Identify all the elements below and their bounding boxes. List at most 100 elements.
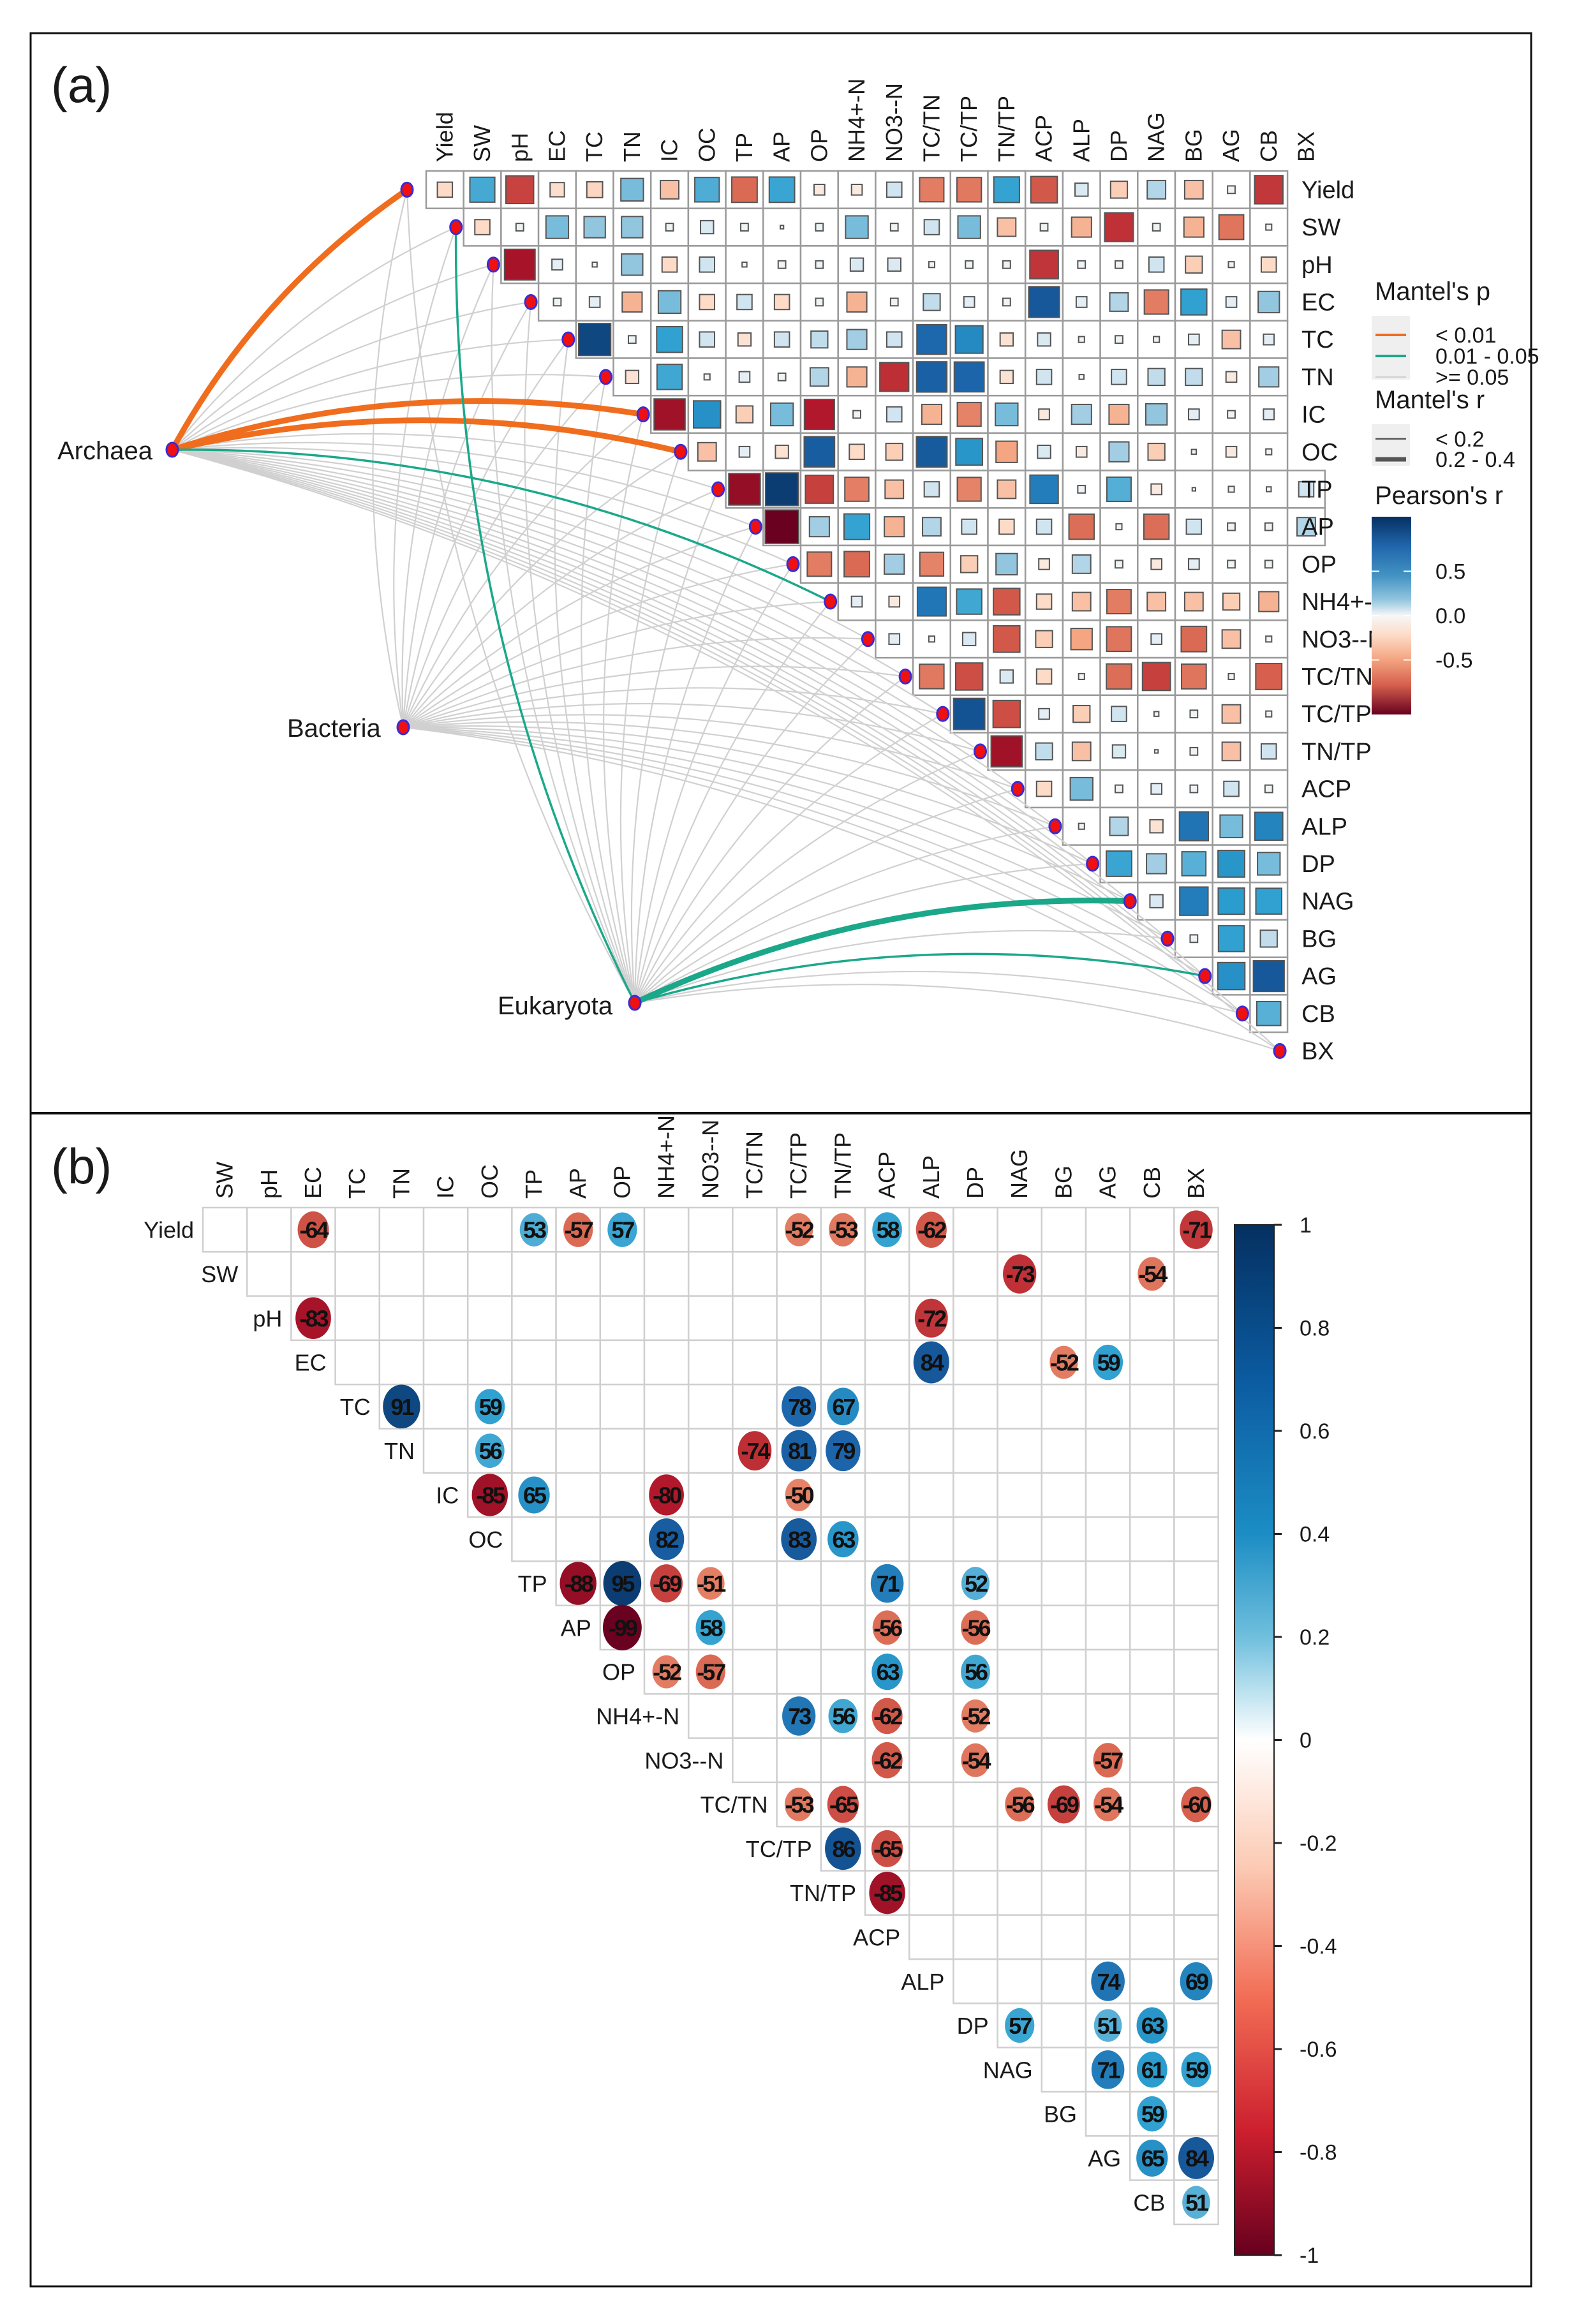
correlation-square xyxy=(886,331,903,348)
correlation-square xyxy=(1185,367,1203,387)
correlation-square xyxy=(1106,626,1132,653)
mantel-link-nonsignificant xyxy=(171,448,907,677)
correlation-square xyxy=(1028,286,1060,318)
column-label-acp: ACP xyxy=(1031,115,1057,162)
correlation-value: 57 xyxy=(1009,2013,1032,2039)
column-label-bx: BX xyxy=(1293,131,1319,162)
grid-cell xyxy=(290,1251,336,1297)
mantel-link-nonsignificant xyxy=(171,263,494,451)
correlation-value: 58 xyxy=(700,1615,723,1641)
grid-cell xyxy=(732,1604,778,1651)
heatmap-cell xyxy=(1249,769,1289,809)
correlation-square xyxy=(999,332,1014,347)
grid-cell xyxy=(732,1206,778,1253)
group-label-archaea: Archaea xyxy=(57,437,153,465)
row-label-tc-tn: TC/TN xyxy=(701,1792,768,1818)
grid-cell xyxy=(1041,1383,1087,1430)
correlation-square xyxy=(1296,517,1316,537)
mantel-link-nonsignificant xyxy=(581,376,636,1004)
column-label-ap: AP xyxy=(769,131,795,162)
row-label-ic: IC xyxy=(436,1482,459,1508)
pearson-colorbar xyxy=(1234,1224,1275,2256)
correlation-square xyxy=(1115,559,1123,569)
mantel-link-archaea-ic xyxy=(169,398,646,453)
row-label-nh4plus-n: NH4+-N xyxy=(596,1703,679,1729)
correlation-square xyxy=(921,403,943,426)
correlation-square xyxy=(953,361,985,393)
correlation-square xyxy=(736,293,753,311)
correlation-square xyxy=(1222,592,1241,611)
correlation-circle xyxy=(784,1787,813,1821)
correlation-square xyxy=(1189,784,1199,794)
correlation-square xyxy=(1150,558,1162,570)
heatmap-cell xyxy=(1137,882,1176,921)
correlation-circle xyxy=(518,1476,550,1514)
column-label-tn: TN xyxy=(619,131,645,162)
correlation-circle xyxy=(1093,1743,1123,1778)
correlation-square xyxy=(955,438,984,466)
correlation-square xyxy=(806,551,833,577)
mantel-link-nonsignificant xyxy=(402,726,1169,940)
node-tc-tp xyxy=(936,706,950,722)
grid-cell xyxy=(864,1339,910,1386)
grid-cell xyxy=(776,1604,822,1651)
row-label-ph: pH xyxy=(253,1305,282,1331)
grid-cell xyxy=(643,1295,690,1342)
mantel-link-nonsignificant xyxy=(171,448,1281,1052)
correlation-square xyxy=(620,177,644,202)
row-label-ag: AG xyxy=(1301,963,1337,990)
correlation-value: 71 xyxy=(1097,2057,1121,2083)
correlation-square xyxy=(884,553,905,575)
column-label-yield: Yield xyxy=(431,112,457,162)
column-label-sw: SW xyxy=(469,125,495,162)
grid-cell xyxy=(820,1339,866,1386)
correlation-value: 63 xyxy=(877,1659,900,1685)
mantel-link-nonsignificant xyxy=(171,448,1093,865)
grid-cell xyxy=(997,1914,1043,1960)
grid-cell xyxy=(1041,1825,1087,1872)
column-label-ic: IC xyxy=(656,139,683,162)
correlation-square xyxy=(963,296,975,308)
grid-cell xyxy=(1041,2046,1087,2093)
correlation-value: 61 xyxy=(1141,2057,1165,2083)
grid-cell xyxy=(1041,1958,1087,2004)
column-label-ph: pH xyxy=(256,1169,282,1199)
mantel-link-nonsignificant xyxy=(171,448,1056,827)
correlation-square xyxy=(1106,663,1132,690)
correlation-circle xyxy=(827,1786,859,1823)
row-label-sw: SW xyxy=(201,1261,238,1287)
correlation-square xyxy=(699,331,716,348)
correlation-square xyxy=(992,699,1021,729)
grid-cell xyxy=(1129,1339,1175,1386)
correlation-square xyxy=(990,735,1023,768)
correlation-square xyxy=(1153,711,1160,717)
grid-cell xyxy=(997,1295,1043,1342)
grid-cell xyxy=(776,1295,822,1342)
correlation-square xyxy=(850,595,863,608)
panel-a: Yield SW pH EC TC TN IC OC TP AP OP NH4+-N NO3--N TC/… xyxy=(57,78,1539,1065)
column-label-acp: ACP xyxy=(874,1151,900,1199)
mantel-link-nonsignificant xyxy=(634,984,1281,1052)
column-label-ag: AG xyxy=(1095,1166,1121,1199)
heatmap-cell xyxy=(1174,544,1213,584)
grid-cell xyxy=(732,1516,778,1562)
grid-cell xyxy=(820,1604,866,1651)
correlation-square xyxy=(661,256,678,273)
correlation-value: 59 xyxy=(1141,2101,1164,2128)
correlation-square xyxy=(997,479,1017,500)
grid-cell xyxy=(908,1737,954,1784)
correlation-square xyxy=(1038,558,1050,570)
correlation-square xyxy=(1147,443,1166,461)
correlation-value: -62 xyxy=(917,1217,946,1243)
grid-cell xyxy=(908,1516,954,1562)
correlation-circle xyxy=(607,1212,637,1247)
correlation-square xyxy=(1181,851,1207,877)
row-label-tp: TP xyxy=(518,1571,547,1597)
row-label-ap: AP xyxy=(561,1615,591,1641)
correlation-square xyxy=(1071,216,1092,238)
correlation-circle xyxy=(782,1696,816,1736)
node-tc-tn xyxy=(898,668,912,685)
correlation-value: 56 xyxy=(832,1703,855,1729)
correlation-value: 51 xyxy=(1185,2189,1209,2216)
correlation-square xyxy=(1035,780,1053,797)
